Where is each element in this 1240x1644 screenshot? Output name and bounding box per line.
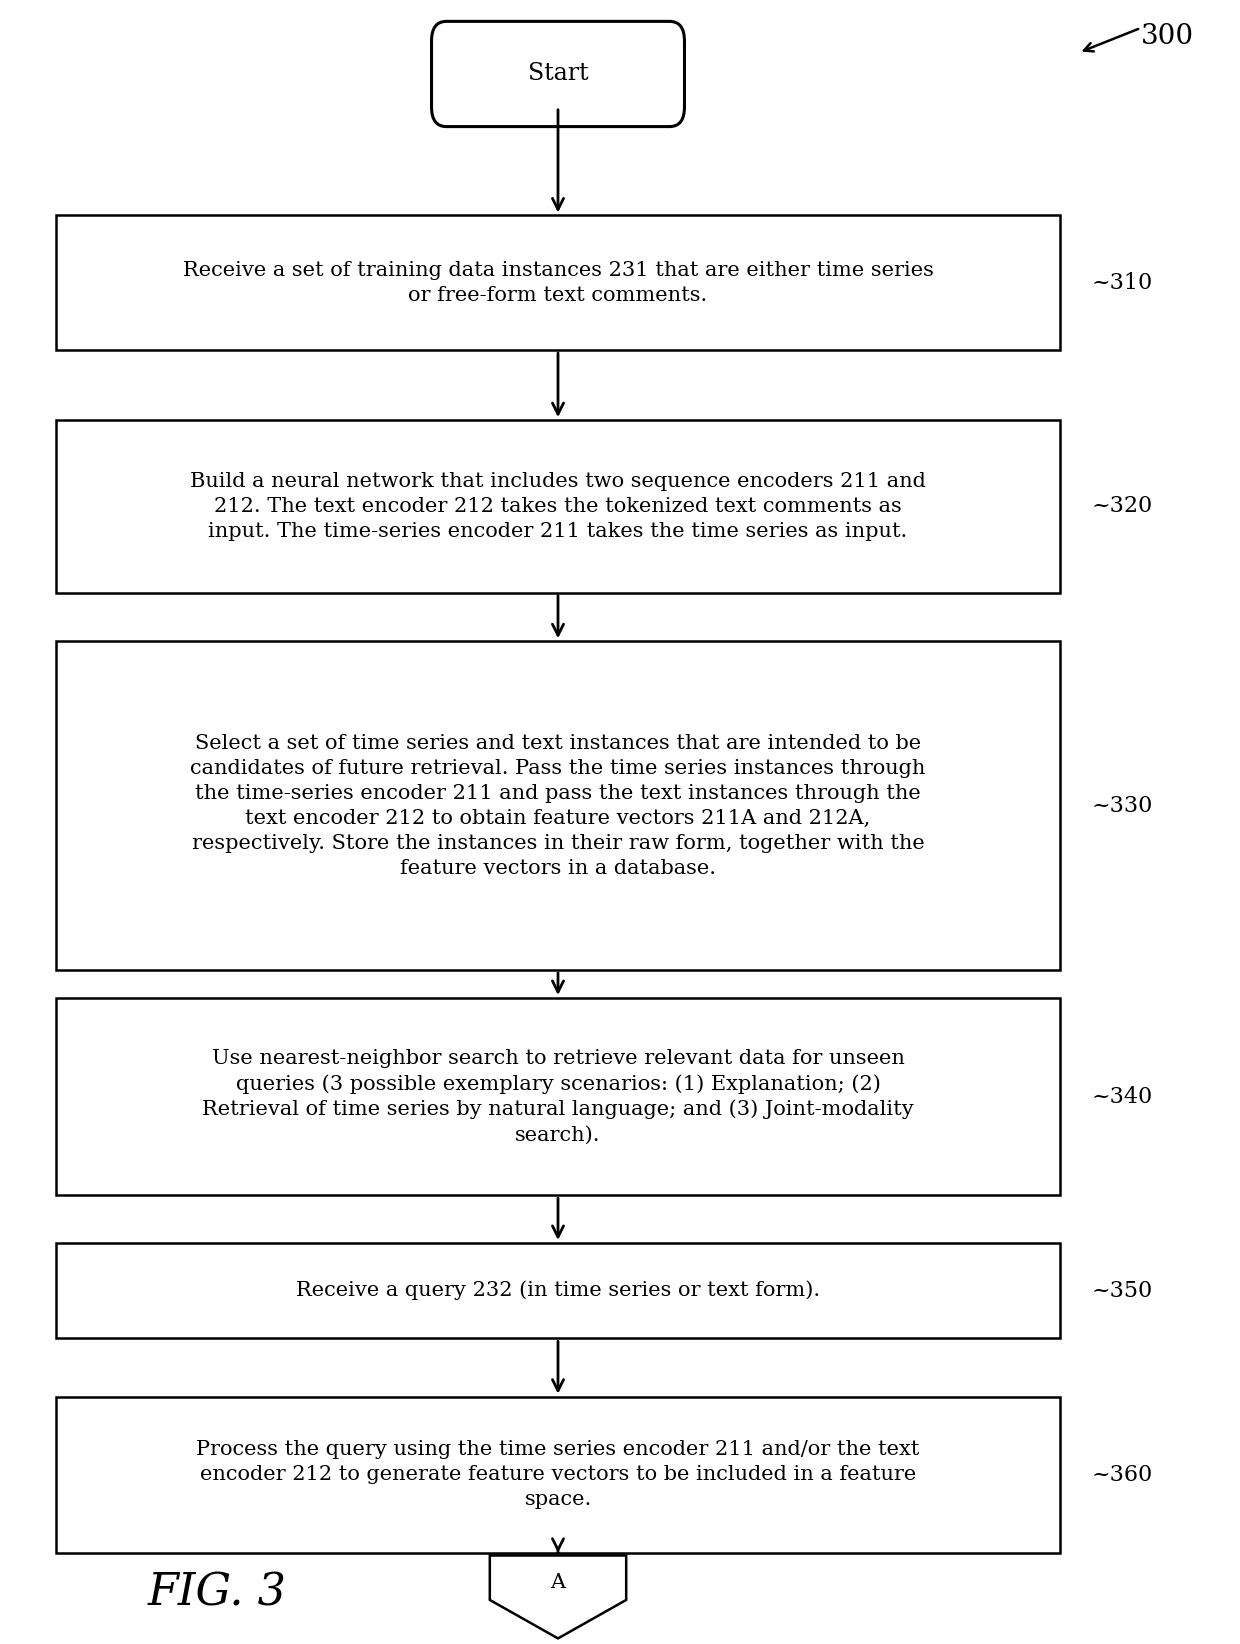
Text: Build a neural network that includes two sequence encoders 211 and
212. The text: Build a neural network that includes two… — [190, 472, 926, 541]
FancyBboxPatch shape — [56, 641, 1060, 970]
Text: Receive a set of training data instances 231 that are either time series
or free: Receive a set of training data instances… — [182, 261, 934, 304]
Text: ~310: ~310 — [1091, 271, 1152, 294]
Text: FIG. 3: FIG. 3 — [148, 1572, 286, 1614]
Polygon shape — [490, 1555, 626, 1639]
Text: ~350: ~350 — [1091, 1279, 1152, 1302]
Text: ~320: ~320 — [1091, 495, 1152, 518]
Text: Select a set of time series and text instances that are intended to be
candidate: Select a set of time series and text ins… — [190, 733, 926, 878]
Text: ~330: ~330 — [1091, 794, 1152, 817]
Text: Receive a query 232 (in time series or text form).: Receive a query 232 (in time series or t… — [296, 1281, 820, 1300]
FancyBboxPatch shape — [56, 998, 1060, 1195]
Text: ~340: ~340 — [1091, 1085, 1152, 1108]
FancyBboxPatch shape — [56, 421, 1060, 593]
Text: ~360: ~360 — [1091, 1463, 1152, 1486]
Text: A: A — [551, 1573, 565, 1593]
FancyBboxPatch shape — [432, 21, 684, 127]
FancyBboxPatch shape — [56, 215, 1060, 350]
FancyBboxPatch shape — [56, 1397, 1060, 1552]
Text: Start: Start — [528, 62, 588, 85]
Text: 300: 300 — [1141, 23, 1194, 49]
Text: Use nearest-neighbor search to retrieve relevant data for unseen
queries (3 poss: Use nearest-neighbor search to retrieve … — [202, 1049, 914, 1144]
Text: Process the query using the time series encoder 211 and/or the text
encoder 212 : Process the query using the time series … — [196, 1440, 920, 1509]
FancyBboxPatch shape — [56, 1243, 1060, 1338]
